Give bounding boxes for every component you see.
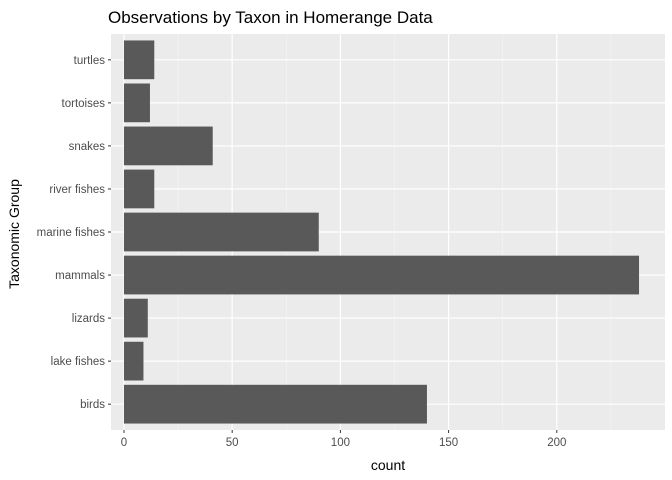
bar-lake-fishes: [123, 341, 144, 381]
x-axis: 0 50 100 150 200: [121, 430, 566, 449]
y-tick-label: snakes: [69, 141, 106, 153]
y-tick-label: lake fishes: [51, 356, 106, 368]
y-axis: birds lake fishes lizards mammals marine fis…: [37, 55, 111, 411]
y-tick-label: river fishes: [49, 184, 105, 196]
bar-mammals: [123, 255, 640, 295]
bar-lizards: [123, 298, 148, 338]
bar-turtles: [123, 40, 155, 80]
chart-title: Observations by Taxon in Homerange Data: [108, 8, 433, 27]
y-tick-label: birds: [80, 399, 105, 411]
y-tick-label: marine fishes: [37, 227, 106, 239]
y-tick-label: lizards: [72, 313, 105, 325]
x-tick-label: 200: [547, 437, 566, 449]
x-tick-label: 50: [226, 437, 239, 449]
bar-river-fishes: [123, 169, 155, 209]
x-axis-title: count: [371, 457, 405, 473]
y-axis-title: Taxonomic Group: [6, 179, 22, 289]
x-tick-label: 150: [439, 437, 458, 449]
y-tick-label: tortoises: [62, 98, 106, 110]
y-tick-label: turtles: [74, 55, 106, 67]
bar-marine-fishes: [123, 212, 319, 252]
x-tick-label: 0: [121, 437, 127, 449]
bars: [123, 40, 640, 424]
y-tick-label: mammals: [55, 270, 105, 282]
x-tick-label: 100: [331, 437, 350, 449]
bar-tortoises: [123, 83, 150, 123]
bar-birds: [123, 384, 427, 424]
bar-snakes: [123, 126, 213, 166]
